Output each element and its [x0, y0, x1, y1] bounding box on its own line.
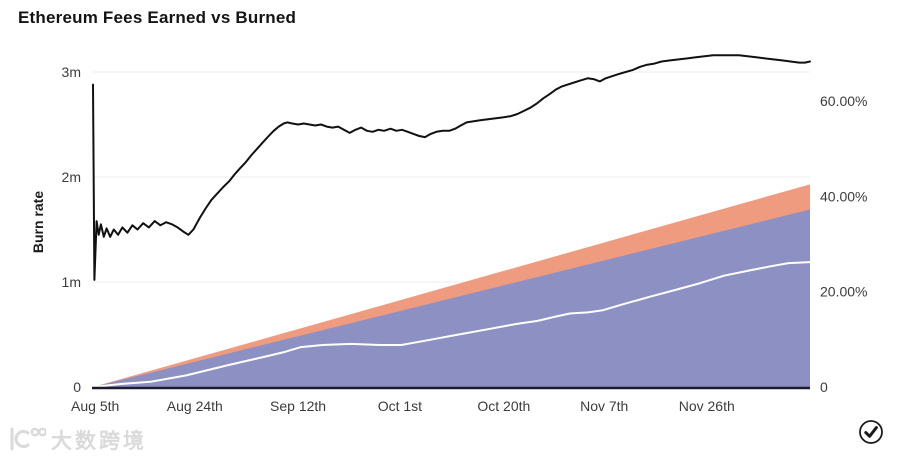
k100-logo-icon: [8, 426, 47, 457]
line-burn-rate-line: [92, 54, 811, 281]
x-axis-tick: Oct 20th: [477, 398, 530, 414]
watermark: 大数跨境: [8, 426, 147, 457]
left-axis-tick: 3m: [62, 64, 81, 80]
right-axis-tick: 60.00%: [820, 93, 867, 109]
x-axis-tick: Aug 5th: [71, 398, 119, 414]
left-axis-tick: 1m: [62, 274, 81, 290]
check-circle-button[interactable]: [856, 417, 886, 447]
check-circle-icon: [856, 420, 886, 450]
watermark-text: 大数跨境: [51, 429, 147, 453]
x-axis-tick: Nov 7th: [580, 398, 628, 414]
line-inner-white-line: [92, 261, 811, 388]
right-axis-tick: 40.00%: [820, 188, 867, 204]
x-axis-tick: Nov 26th: [679, 398, 735, 414]
right-axis-tick: 20.00%: [820, 284, 867, 300]
left-axis-tick: 0: [73, 379, 81, 395]
x-axis-tick: Sep 12th: [270, 398, 326, 414]
x-axis-tick: Aug 24th: [167, 398, 223, 414]
x-axis-tick: Oct 1st: [378, 398, 422, 414]
chart-title: Ethereum Fees Earned vs Burned: [18, 8, 297, 27]
area-fees-burned-cumulative: [93, 209, 810, 387]
left-axis-tick: 2m: [62, 169, 81, 185]
right-axis-tick: 0: [820, 379, 828, 395]
